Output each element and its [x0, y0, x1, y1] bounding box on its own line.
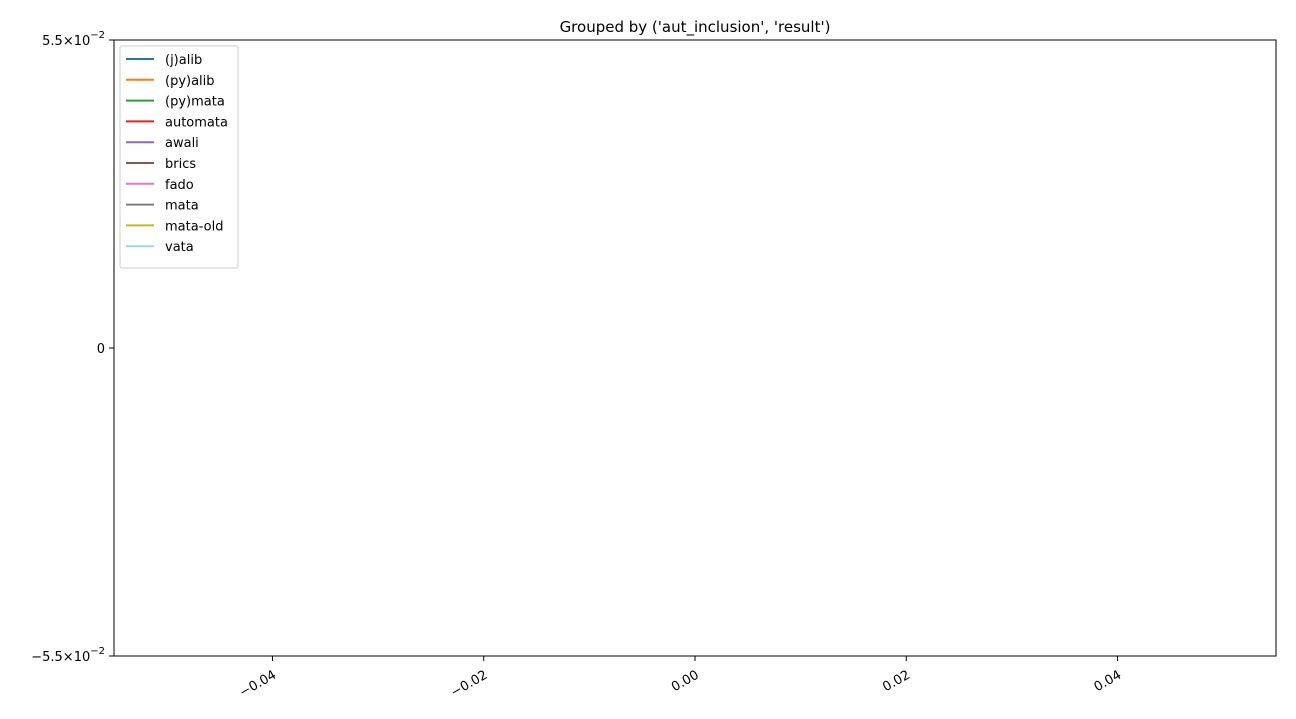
legend-label: (j)alib [165, 53, 202, 68]
y-tick-label: 5.5×10−2 [42, 30, 105, 49]
legend-label: mata-old [165, 219, 223, 234]
legend-label: vata [165, 240, 194, 255]
legend-label: automata [165, 115, 228, 130]
y-tick-label: −5.5×10−2 [31, 646, 105, 665]
chart-title: Grouped by ('aut_inclusion', 'result') [560, 18, 831, 37]
legend: (j)alib (py)alib (py)mata automata awali bric… [119, 45, 239, 269]
legend-label: mata [165, 199, 199, 214]
legend-label: fado [165, 178, 194, 193]
plot-area [113, 39, 1277, 657]
legend-label: (py)alib [165, 74, 215, 89]
legend-label: awali [165, 136, 199, 151]
legend-label: (py)mata [165, 95, 225, 110]
x-tick-label: 0.02 [880, 668, 913, 695]
x-axis: −0.04 −0.02 0.00 0.02 0.04 [237, 656, 1124, 701]
x-tick-label: 0.00 [669, 668, 702, 695]
y-tick-label: 0 [97, 342, 105, 357]
x-tick-label: −0.04 [237, 668, 279, 701]
x-tick-label: 0.04 [1092, 668, 1125, 695]
y-axis: 5.5×10−2 0 −5.5×10−2 [31, 30, 114, 665]
legend-label: brics [165, 157, 196, 172]
x-tick-label: −0.02 [448, 668, 490, 701]
